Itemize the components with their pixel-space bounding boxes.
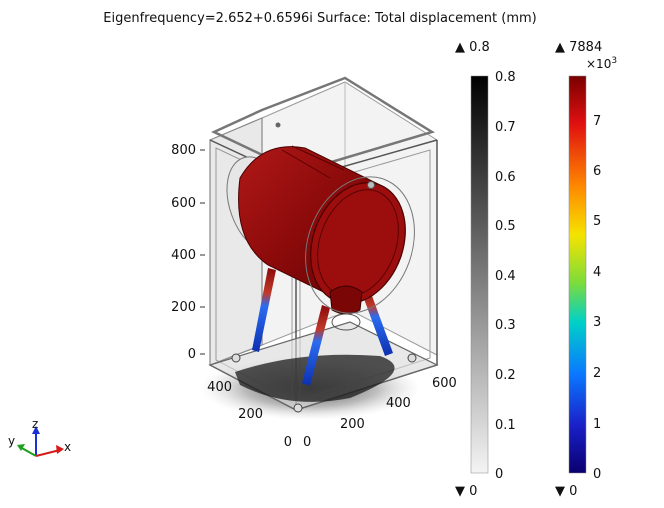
- colorbar-gray-tick: 0.4: [495, 269, 516, 284]
- colorbar-gray: ▲ 0.8 0.8 0.7 0.6 0.5 0.4 0.3 0.2 0.1 0 …: [455, 40, 516, 499]
- z-axis-ticks: 800 600 400 200 0: [171, 143, 205, 362]
- colorbar-gray-min: ▼ 0: [455, 484, 477, 499]
- colorbar-rainbow-tick: 2: [593, 366, 601, 381]
- colorbar-gray-bar: [470, 75, 489, 474]
- colorbar-rainbow-tick: 5: [593, 214, 601, 229]
- z-tick-label: 200: [171, 300, 196, 315]
- colorbar-rainbow-tick: 4: [593, 265, 601, 280]
- x-tick-label: 0: [303, 435, 311, 450]
- colorbar-rainbow-tick: 6: [593, 164, 601, 179]
- y-tick-label: 0: [284, 435, 292, 450]
- colorbar-gray-tick: 0.8: [495, 70, 516, 85]
- x-axis-ticks: 0 200 400 600: [303, 376, 457, 450]
- x-tick-label: 200: [340, 417, 365, 432]
- drum-model: [226, 145, 415, 331]
- colorbar-gray-max: ▲ 0.8: [455, 40, 490, 55]
- y-axis-ticks: 400 200 0: [207, 380, 292, 450]
- plot-title: Eigenfrequency=2.652+0.6596i Surface: To…: [103, 11, 537, 26]
- z-tick-label: 400: [171, 248, 196, 263]
- triad-y-label: y: [8, 434, 15, 448]
- colorbar-gray-tick: 0.1: [495, 418, 516, 433]
- axis-triad: z x y: [8, 417, 71, 457]
- x-tick-label: 600: [432, 376, 457, 391]
- colorbar-rainbow-max: ▲ 7884: [555, 40, 602, 55]
- colorbar-gray-tick: 0.5: [495, 219, 516, 234]
- colorbar-rainbow-tick: 1: [593, 417, 601, 432]
- colorbar-rainbow-min: ▼ 0: [555, 484, 577, 499]
- colorbar-rainbow-tick: 3: [593, 315, 601, 330]
- triad-x-label: x: [64, 440, 71, 454]
- colorbar-rainbow-bar: [568, 75, 587, 474]
- colorbar-rainbow-scale: ×103: [586, 56, 617, 71]
- triad-z-label: z: [32, 417, 38, 431]
- colorbar-rainbow-tick: 0: [593, 467, 601, 482]
- colorbar-gray-tick: 0.2: [495, 368, 516, 383]
- colorbar-rainbow-tick: 7: [593, 114, 601, 129]
- y-tick-label: 200: [238, 407, 263, 422]
- x-tick-label: 400: [386, 396, 411, 411]
- colorbar-gray-tick: 0.7: [495, 120, 516, 135]
- colorbar-rainbow: ▲ 7884 ×103 7 6 5 4 3 2 1 0 ▼ 0: [555, 40, 617, 499]
- y-tick-label: 400: [207, 380, 232, 395]
- support-legs: [252, 268, 393, 386]
- colorbar-gray-tick: 0.6: [495, 170, 516, 185]
- z-tick-label: 600: [171, 196, 196, 211]
- z-tick-label: 0: [188, 347, 196, 362]
- colorbar-gray-tick: 0.3: [495, 318, 516, 333]
- colorbar-gray-tick: 0: [495, 467, 503, 482]
- z-tick-label: 800: [171, 143, 196, 158]
